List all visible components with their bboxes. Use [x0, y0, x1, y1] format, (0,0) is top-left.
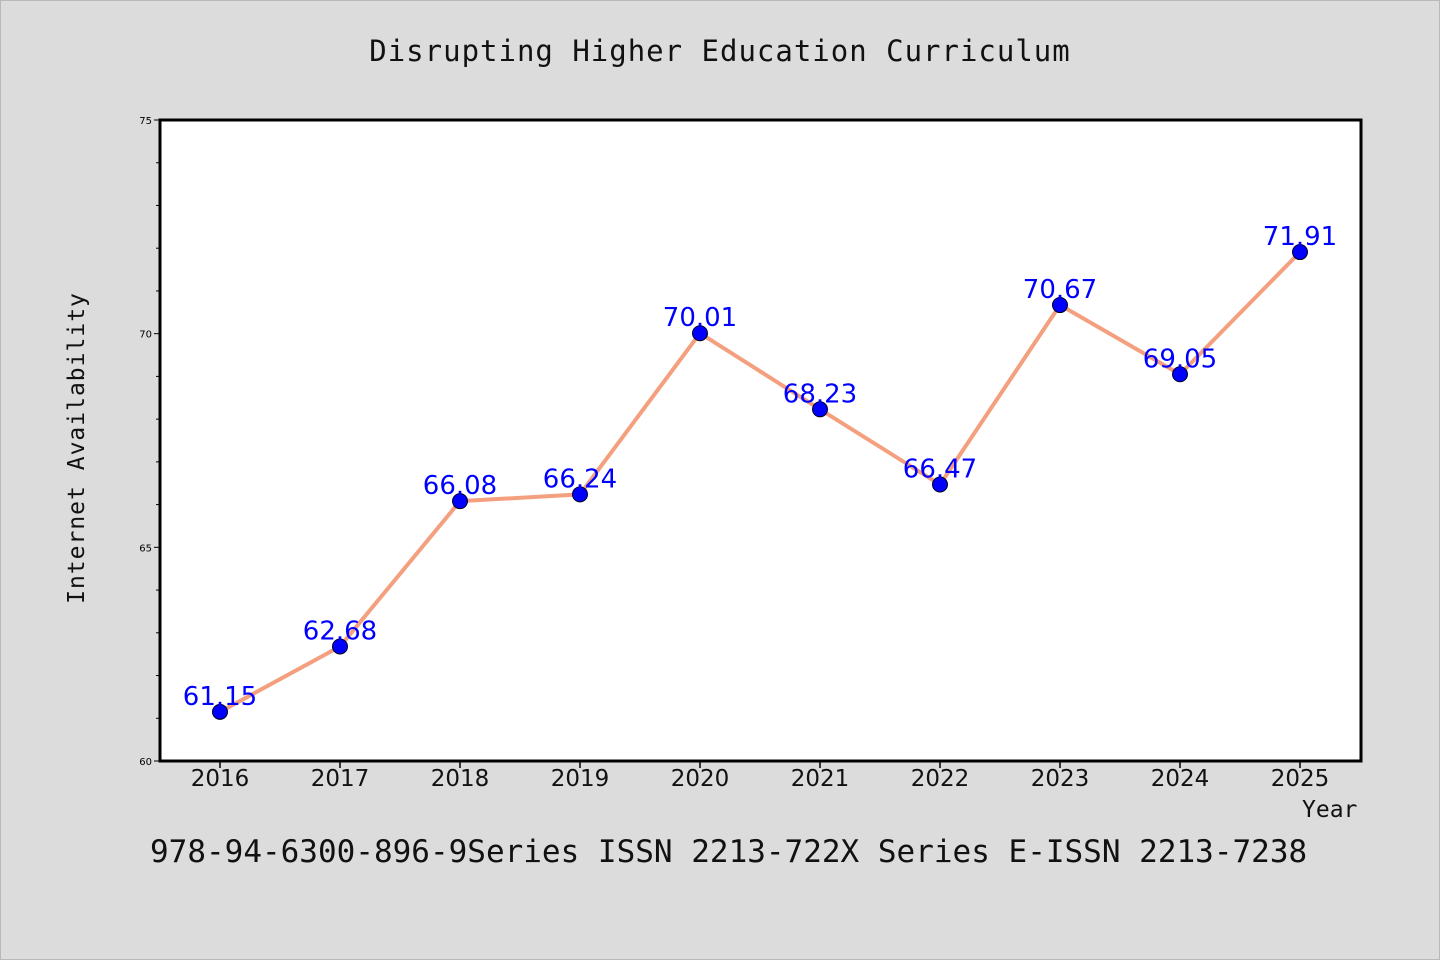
x-tick-label: 2016 — [191, 766, 250, 792]
data-label: 70.01 — [663, 303, 737, 333]
data-label: 69.05 — [1143, 344, 1217, 374]
data-label: 66.08 — [423, 471, 497, 501]
data-point — [692, 325, 708, 342]
data-point — [932, 476, 948, 493]
x-tick-label: 2023 — [1031, 766, 1090, 792]
series-line — [218, 250, 1302, 714]
data-point — [1052, 297, 1068, 314]
x-tick-label: 2021 — [791, 766, 850, 792]
y-tick-label: 70 — [139, 330, 152, 341]
x-tick-label: 2024 — [1151, 766, 1210, 792]
footer-isbn-text: 978-94-6300-896-9Series ISSN 2213-722X S… — [150, 834, 1308, 870]
x-tick-label: 2018 — [431, 766, 490, 792]
data-point — [1292, 244, 1308, 261]
data-point — [332, 638, 348, 655]
data-point — [1172, 366, 1188, 383]
x-tick-label: 2022 — [911, 766, 970, 792]
data-label: 66.47 — [903, 455, 977, 485]
y-tick-label: 60 — [139, 757, 152, 768]
data-label: 62.68 — [303, 616, 377, 646]
x-tick-label: 2020 — [671, 766, 730, 792]
data-label: 70.67 — [1023, 275, 1097, 305]
data-point — [212, 703, 228, 720]
data-label: 66.24 — [543, 464, 617, 494]
data-point — [452, 493, 468, 510]
plot-area — [160, 120, 1361, 761]
x-tick-label: 2017 — [311, 766, 370, 792]
data-point — [572, 486, 588, 503]
chart-title: Disrupting Higher Education Curriculum — [369, 34, 1071, 68]
x-tick-label: 2025 — [1271, 766, 1330, 792]
x-axis-label: Year — [1302, 797, 1358, 823]
y-tick-label: 65 — [139, 543, 152, 554]
data-label: 71.91 — [1263, 222, 1337, 252]
data-label: 68.23 — [783, 379, 857, 409]
plot-frame — [158, 118, 1363, 763]
data-label: 61.15 — [183, 682, 257, 712]
y-tick-label: 75 — [139, 116, 152, 127]
data-point — [812, 401, 828, 418]
x-tick-label: 2019 — [551, 766, 610, 792]
